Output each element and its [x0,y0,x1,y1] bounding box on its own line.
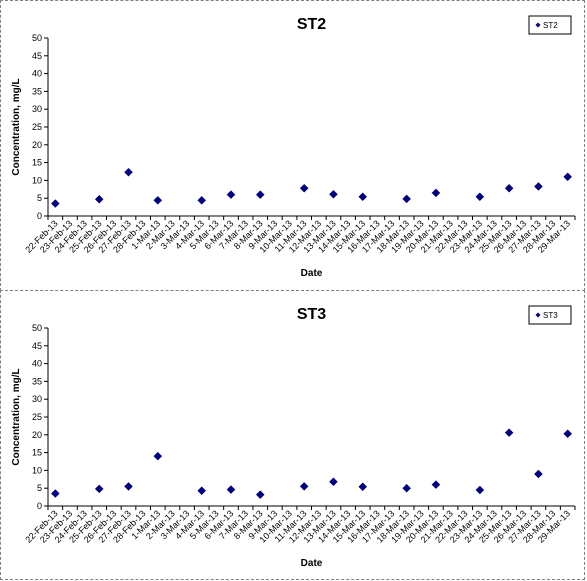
y-tick-label: 25 [32,122,42,132]
data-point [255,490,265,499]
y-tick-label: 50 [32,323,42,333]
data-point [226,485,236,494]
data-point [358,192,368,202]
y-tick-label: 50 [32,33,42,43]
y-tick-label: 40 [32,69,42,79]
data-point [124,167,133,177]
y-tick-label: 20 [32,140,42,150]
data-point [50,199,60,208]
data-point [197,195,207,205]
data-point [504,183,514,193]
data-point [94,484,104,494]
y-tick-label: 25 [32,412,42,422]
y-tick-label: 45 [32,341,42,351]
data-point [431,480,441,489]
y-tick-label: 0 [37,211,42,221]
y-tick-label: 15 [32,448,42,458]
data-point [153,451,163,461]
chart-st3: ST30510152025303540455022-Feb-1323-Feb-1… [11,305,576,569]
x-axis-label: Date [301,558,323,569]
chart-title: ST3 [297,306,326,323]
y-tick-label: 45 [32,51,42,61]
data-point [475,485,485,495]
legend-marker [535,312,541,318]
chart-panel-st3: ST3 0 5 10 15 20 25 30 35 40 45 50 22-Feb-13 23-Feb-1… [0,290,585,580]
data-point [226,190,236,199]
data-point [153,195,163,205]
data-point [563,429,573,439]
y-tick-label: 10 [32,175,42,185]
y-tick-label: 35 [32,86,42,96]
data-point [299,183,309,193]
data-point [358,482,368,492]
y-tick-label: 20 [32,430,42,440]
legend-label: ST3 [543,311,558,320]
data-point [475,192,485,202]
data-point [402,483,412,493]
data-point [431,188,441,198]
y-tick-label: 15 [32,158,42,168]
legend-box [528,305,572,325]
legend-label: ST2 [543,21,558,30]
y-tick-label: 0 [37,501,42,511]
y-tick-label: 10 [32,465,42,475]
data-point [255,190,265,199]
y-tick-label: 30 [32,394,42,404]
chart-panel-st2: ST2 0 5 10 15 20 25 30 35 40 45 50 22-Feb-13 23-Feb-1… [0,0,585,291]
y-axis-label: Concentration, mg/L [11,368,22,465]
data-point [402,194,412,204]
chart-st2: ST20510152025303540455022-Feb-1323-Feb-1… [11,15,576,279]
x-axis-label: Date [301,268,323,279]
data-point [50,489,60,498]
y-tick-label: 40 [32,359,42,369]
data-point [299,482,309,491]
data-point [197,486,207,496]
y-axis-label: Concentration, mg/L [11,78,22,175]
data-point [329,477,338,487]
y-tick-label: 5 [37,193,42,203]
data-point [563,172,573,182]
data-point [504,428,514,438]
chart-title: ST2 [297,16,326,33]
data-point [124,482,133,491]
y-tick-label: 30 [32,104,42,114]
y-tick-label: 5 [37,483,42,493]
legend-box [528,15,572,35]
data-point [94,194,104,204]
data-point [534,182,543,191]
data-point [534,469,543,479]
legend-marker [535,22,541,28]
y-tick-label: 35 [32,376,42,386]
data-point [329,189,338,199]
